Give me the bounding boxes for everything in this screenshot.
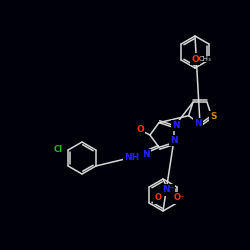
Text: O: O: [191, 54, 199, 64]
Text: S: S: [210, 112, 217, 121]
Text: N: N: [194, 120, 202, 128]
Text: N: N: [172, 121, 179, 130]
Text: N: N: [142, 150, 150, 159]
Text: CH₃: CH₃: [199, 56, 212, 62]
Text: O: O: [154, 194, 162, 202]
Text: NH: NH: [124, 153, 140, 162]
Text: O: O: [136, 126, 144, 134]
Text: N⁺: N⁺: [162, 186, 174, 194]
Text: O⁻: O⁻: [173, 194, 185, 202]
Text: Cl: Cl: [54, 146, 63, 154]
Text: N: N: [170, 136, 177, 145]
